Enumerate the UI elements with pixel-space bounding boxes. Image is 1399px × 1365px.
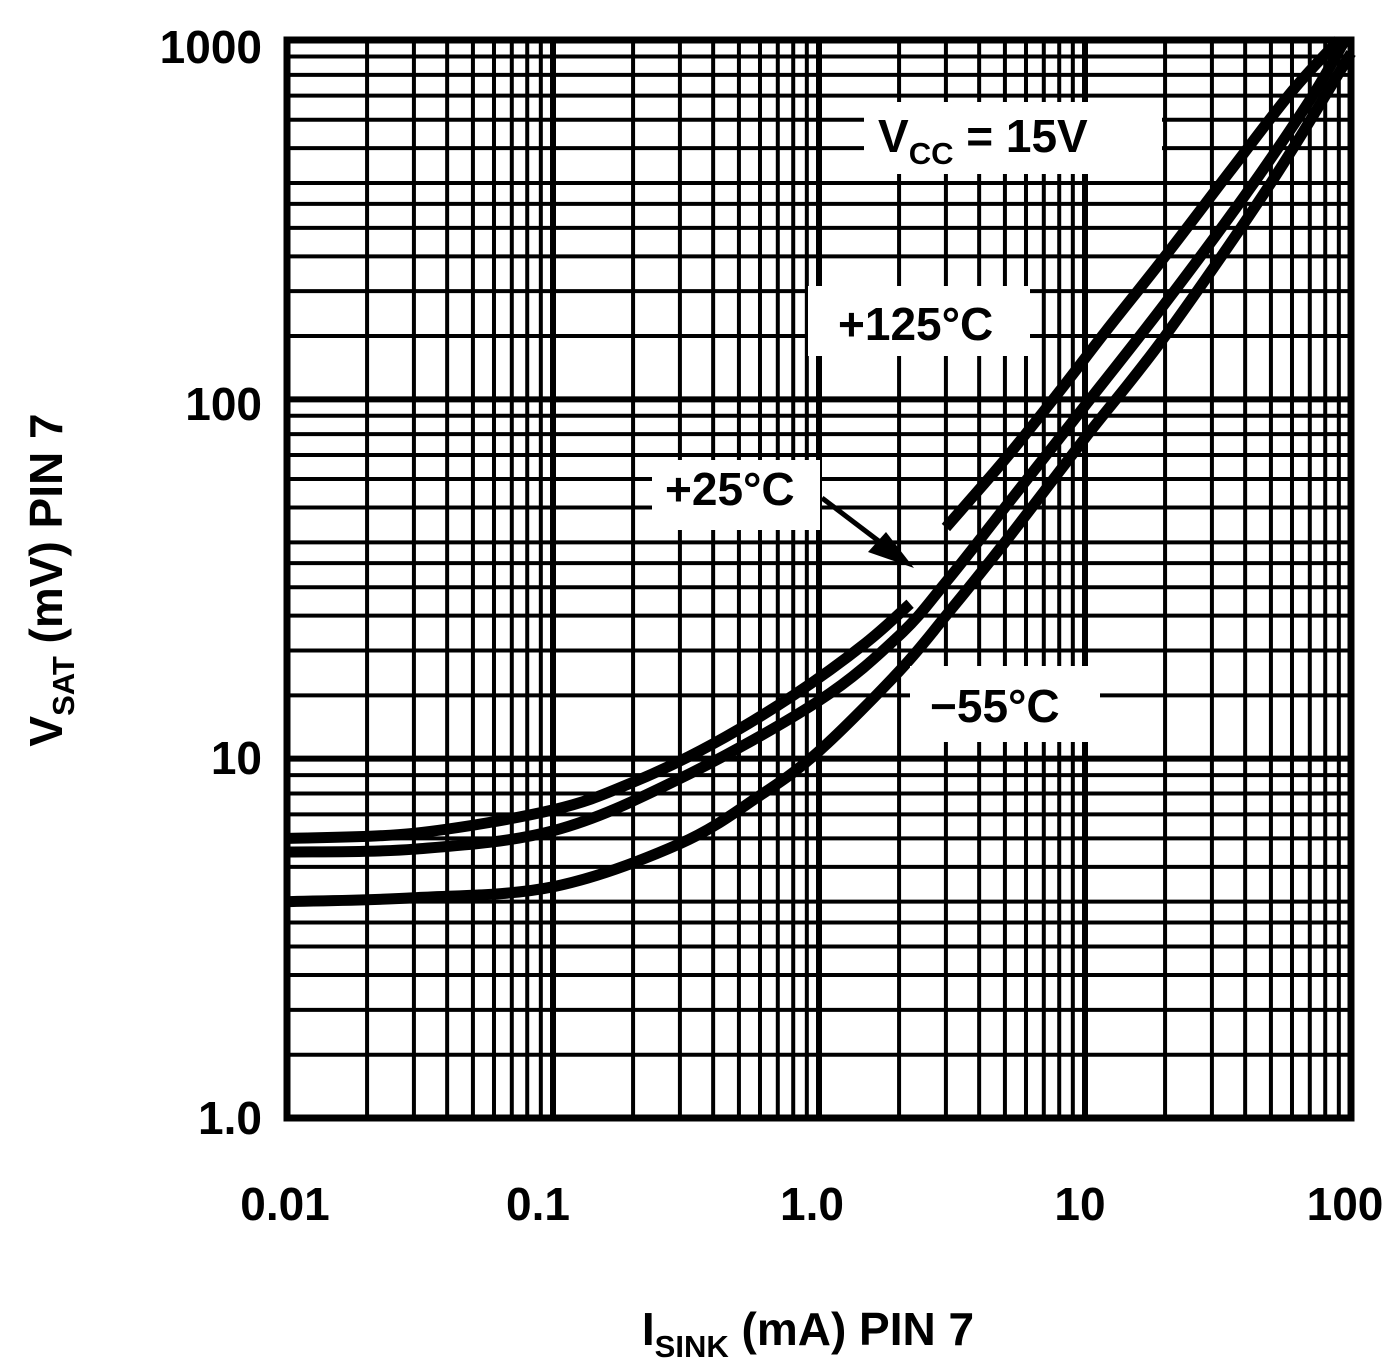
series-line-3	[286, 50, 1356, 908]
vcc-annotation-bg	[864, 102, 1162, 174]
series-line-0	[286, 599, 914, 844]
ytick-label: 1.0	[198, 1092, 262, 1144]
label-25c: +25°C	[665, 463, 795, 515]
label-125c-bg	[808, 286, 1030, 356]
xtick-label: 0.01	[240, 1178, 330, 1230]
series-line-1	[941, 36, 1343, 532]
y-axis-label: VSAT (mV) PIN 7	[20, 413, 81, 746]
series-line-2	[286, 37, 1350, 858]
label-minus55c: −55°C	[930, 680, 1060, 732]
series-group	[286, 36, 1356, 908]
vcc-annotation: VCC = 15V	[878, 110, 1088, 171]
ytick-label: 100	[185, 378, 262, 430]
plot-frame	[283, 36, 1355, 1122]
label-25c-arrowhead	[868, 532, 914, 568]
xtick-label: 1.0	[780, 1178, 844, 1230]
ytick-label: 1000	[160, 21, 262, 73]
label-minus55c-bg	[910, 666, 1100, 742]
x-axis-label: ISINK (mA) PIN 7	[642, 1303, 974, 1364]
xtick-label: 0.1	[506, 1178, 570, 1230]
ytick-label: 10	[211, 732, 262, 784]
label-25c-bg	[652, 460, 820, 530]
xtick-label: 100	[1307, 1178, 1384, 1230]
xtick-label: 10	[1054, 1178, 1105, 1230]
label-25c-pointer	[820, 496, 882, 544]
label-125c: +125°C	[838, 298, 993, 350]
grid	[284, 40, 1351, 1121]
